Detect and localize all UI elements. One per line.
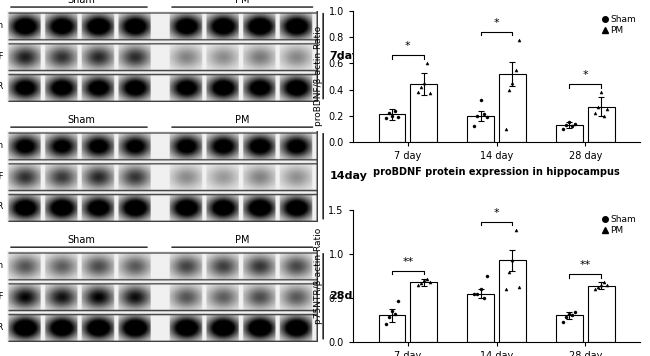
Bar: [499, 260, 526, 342]
Text: PM: PM: [235, 115, 250, 125]
Bar: [588, 106, 614, 142]
Text: proBDNF: proBDNF: [0, 172, 3, 181]
Y-axis label: proBDNF/β-actin Ratio: proBDNF/β-actin Ratio: [314, 26, 323, 126]
Text: *: *: [582, 70, 588, 80]
Text: p75NTR: p75NTR: [0, 323, 3, 331]
Bar: [410, 84, 437, 142]
Y-axis label: p75NTR/β-actin Ratio: p75NTR/β-actin Ratio: [314, 228, 323, 324]
Text: PM: PM: [235, 0, 250, 5]
Text: β-actin: β-actin: [0, 141, 3, 150]
Text: β-actin: β-actin: [0, 261, 3, 270]
Legend: Sham, PM: Sham, PM: [598, 12, 640, 38]
Text: proBDNF: proBDNF: [0, 292, 3, 301]
Text: Sham: Sham: [67, 115, 95, 125]
Text: *: *: [494, 208, 499, 218]
Bar: [588, 286, 614, 342]
Text: *: *: [494, 18, 499, 28]
Bar: [467, 294, 494, 342]
Text: **: **: [402, 257, 413, 267]
Text: β-actin: β-actin: [0, 21, 3, 30]
Bar: [378, 115, 405, 142]
Text: proBDNF: proBDNF: [0, 52, 3, 61]
Bar: [556, 125, 582, 142]
Text: 7day: 7day: [330, 51, 359, 61]
Bar: [556, 315, 582, 342]
Text: **: **: [580, 260, 591, 270]
Text: *: *: [405, 41, 411, 51]
Text: PM: PM: [235, 235, 250, 245]
Bar: [499, 74, 526, 142]
Bar: [378, 315, 405, 342]
X-axis label: proBDNF protein expression in hippocampus: proBDNF protein expression in hippocampu…: [373, 167, 620, 177]
Bar: [467, 116, 494, 142]
Text: 14day: 14day: [330, 171, 367, 181]
Text: p75NTR: p75NTR: [0, 83, 3, 91]
Text: 28day: 28day: [330, 291, 367, 301]
Text: Sham: Sham: [67, 0, 95, 5]
Text: Sham: Sham: [67, 235, 95, 245]
Text: p75NTR: p75NTR: [0, 203, 3, 211]
Legend: Sham, PM: Sham, PM: [598, 211, 640, 238]
Bar: [410, 282, 437, 342]
